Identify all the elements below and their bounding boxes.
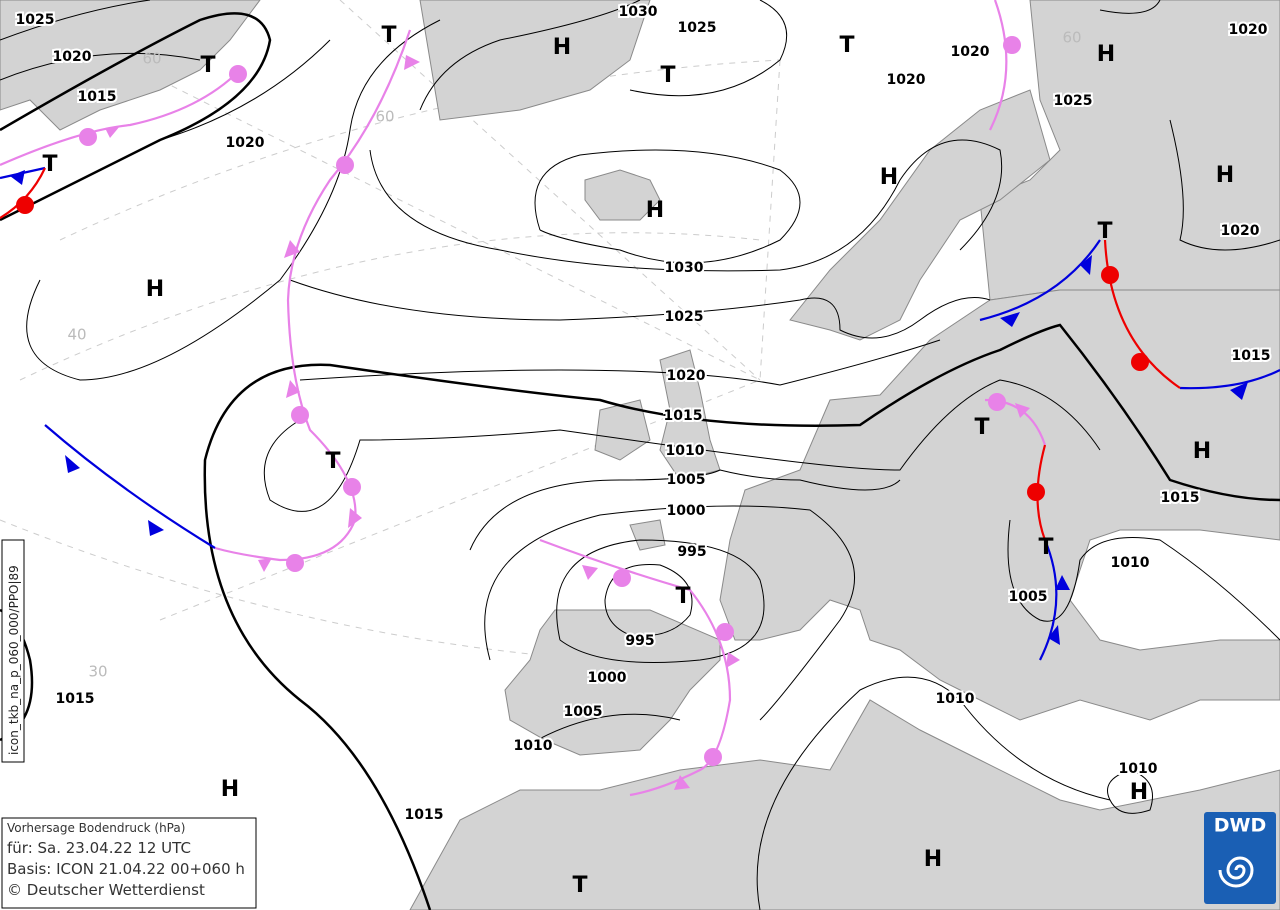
dwd-logo: DWD xyxy=(1204,812,1276,904)
isobar-label: 1000 xyxy=(588,670,627,686)
side-label: icon_tkb_na_p_060_000/PPO|89 xyxy=(7,565,21,755)
labels: 1025 1020 1015 1020 1030 1025 1020 1020 1025 1020… xyxy=(14,2,1273,898)
low-pressure-label: T xyxy=(572,873,587,898)
side-label-box: icon_tkb_na_p_060_000/PPO|89 xyxy=(1,539,25,763)
latitude-label: 30 xyxy=(88,663,107,681)
isobar-label: 1020 xyxy=(951,44,990,60)
isobar-label: 1015 xyxy=(56,691,95,707)
low-pressure-label: T xyxy=(660,63,675,88)
high-pressure-label: H xyxy=(1097,42,1115,67)
isobar-label: 1015 xyxy=(1232,348,1271,364)
isobar-label: 1015 xyxy=(78,89,117,105)
low-pressure-label: T xyxy=(200,53,215,78)
side-label-frame xyxy=(1,539,25,763)
info-box: Vorhersage Bodendruck (hPa) für: Sa. 23.… xyxy=(1,817,257,909)
high-pressure-label: H xyxy=(880,165,898,190)
isobar-label: 1010 xyxy=(666,443,705,459)
isobar-label: 1000 xyxy=(667,503,706,519)
logo-swirl xyxy=(1218,856,1254,888)
low-pressure-label: T xyxy=(325,449,340,474)
isobar-label: 1025 xyxy=(1054,93,1093,109)
high-pressure-label: H xyxy=(146,277,164,302)
info-title: Vorhersage Bodendruck (hPa) xyxy=(7,821,185,835)
isobar-label: 1025 xyxy=(16,12,55,28)
isobar-label: 995 xyxy=(625,633,654,649)
isobar-label: 1025 xyxy=(678,20,717,36)
high-pressure-label: H xyxy=(1130,780,1148,805)
high-pressure-label: H xyxy=(1216,163,1234,188)
info-valid: für: Sa. 23.04.22 12 UTC xyxy=(7,839,191,857)
isobar-label: 1020 xyxy=(1221,223,1260,239)
isobar-label: 1005 xyxy=(564,704,603,720)
high-pressure-label: H xyxy=(221,777,239,802)
latitude-label: 60 xyxy=(375,108,394,126)
low-pressure-label: T xyxy=(974,415,989,440)
high-pressure-label: H xyxy=(646,198,664,223)
isobar-label: 1010 xyxy=(1119,761,1158,777)
isobar-label: 1020 xyxy=(887,72,926,88)
low-pressure-label: T xyxy=(839,33,854,58)
isobar-label: 1015 xyxy=(1161,490,1200,506)
isobar-label: 1020 xyxy=(667,368,706,384)
fronts xyxy=(0,0,1280,797)
isobar-label: 1020 xyxy=(1229,22,1268,38)
low-pressure-label: T xyxy=(381,23,396,48)
low-pressure-label: T xyxy=(42,152,57,177)
logo-text: DWD xyxy=(1214,815,1267,837)
latitude-label: 60 xyxy=(1062,29,1081,47)
high-pressure-label: H xyxy=(553,35,571,60)
isobar-label: 1005 xyxy=(667,472,706,488)
info-basis: Basis: ICON 21.04.22 00+060 h xyxy=(7,860,245,878)
isobar-label: 1030 xyxy=(619,4,658,20)
isobar-label: 1010 xyxy=(936,691,975,707)
high-pressure-label: H xyxy=(924,847,942,872)
low-pressure-label: T xyxy=(1038,535,1053,560)
isobar-label: 1005 xyxy=(1009,589,1048,605)
isobar-label: 1010 xyxy=(1111,555,1150,571)
latitude-label: 60 xyxy=(142,50,161,68)
isobar-label: 1030 xyxy=(665,260,704,276)
low-pressure-label: T xyxy=(675,584,690,609)
isobar-label: 995 xyxy=(677,544,706,560)
info-copyright: © Deutscher Wetterdienst xyxy=(7,881,205,899)
low-pressure-label: T xyxy=(1097,219,1112,244)
latitude-label: 40 xyxy=(67,326,86,344)
info-box-frame xyxy=(1,817,257,909)
high-pressure-label: H xyxy=(1193,439,1211,464)
isobar-label: 1020 xyxy=(226,135,265,151)
isobar-label: 1010 xyxy=(514,738,553,754)
isobar-label: 1015 xyxy=(664,408,703,424)
graticule xyxy=(0,0,781,661)
isobar-label: 1015 xyxy=(405,807,444,823)
isobar-label: 1020 xyxy=(53,49,92,65)
isobar-label: 1025 xyxy=(665,309,704,325)
